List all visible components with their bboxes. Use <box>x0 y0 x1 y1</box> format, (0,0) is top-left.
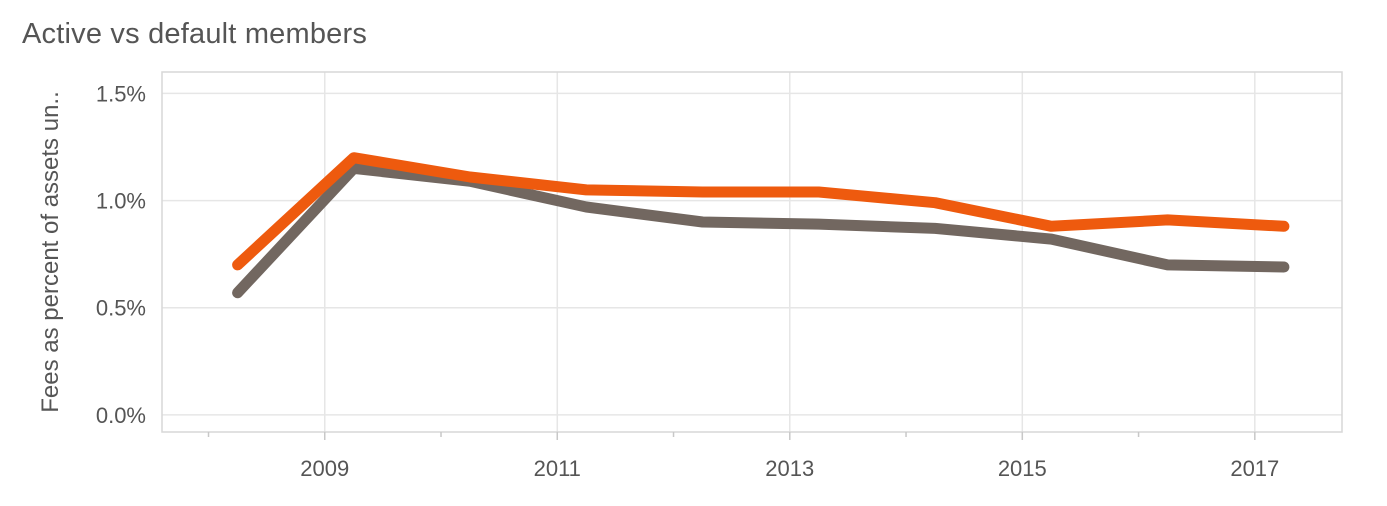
chart-title: Active vs default members <box>22 18 368 50</box>
y-axis-ticks: 0.0% 0.5% 1.0% 1.5% <box>96 81 146 427</box>
x-tick-label: 2013 <box>765 456 814 481</box>
x-tick-label: 2011 <box>534 456 581 481</box>
grid-lines <box>162 72 1342 432</box>
y-tick-label: 1.0% <box>96 189 146 214</box>
series-line-1 <box>232 152 1290 271</box>
x-tick-label: 2017 <box>1230 456 1279 481</box>
y-tick-label: 0.5% <box>96 296 146 321</box>
y-tick-label: 0.0% <box>96 403 146 428</box>
y-tick-label: 1.5% <box>96 81 146 106</box>
plot-frame <box>161 71 1343 433</box>
series-line-2 <box>232 162 1290 299</box>
y-axis-label: Fees as percent of assets un.. <box>37 91 64 413</box>
x-tick-label: 2015 <box>998 456 1047 481</box>
series-lines <box>232 152 1290 299</box>
x-tick-label: 2009 <box>300 456 349 481</box>
x-axis-ticks: 2009 2011 2013 2015 2017 <box>207 432 1279 481</box>
